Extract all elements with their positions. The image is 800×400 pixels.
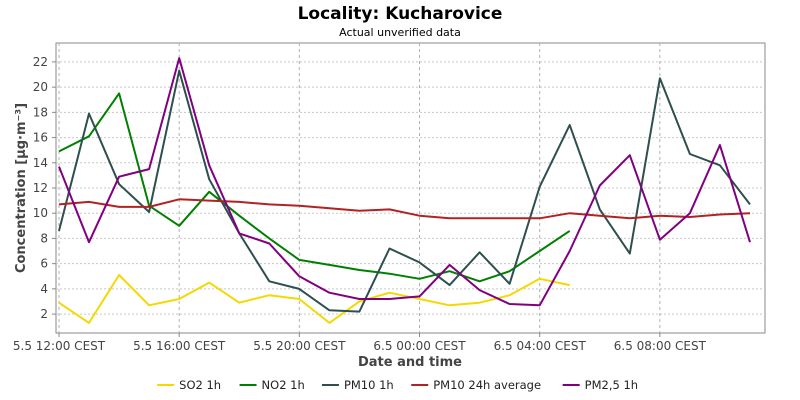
x-axis-label: Date and time [358,355,462,370]
y-tick-label: 16 [33,131,48,145]
y-tick-label: 2 [40,307,48,321]
y-tick-label: 10 [33,206,48,220]
x-tick-label: 6.5 08:00 CEST [614,339,707,353]
x-tick-label: 6.5 00:00 CEST [373,339,466,353]
legend-label: PM2,5 1h [585,378,638,392]
chart-title: Locality: Kucharovice [298,4,503,24]
legend-label: NO2 1h [262,378,305,392]
y-axis-label: Concentration [µg·m⁻³] [14,103,29,273]
legend-label: PM10 1h [344,378,394,392]
y-tick-label: 4 [40,282,48,296]
series-lines [58,57,751,324]
legend: SO2 1h NO2 1h PM10 1h PM10 24h average PM2,5… [157,378,638,392]
x-tick-label: 5.5 12:00 CEST [13,339,106,353]
y-tick-label: 14 [33,156,48,170]
legend-label: SO2 1h [179,378,221,392]
y-tick-label: 6 [40,257,48,271]
series-line-3 [58,198,751,220]
y-tick-label: 18 [33,105,48,119]
x-tick-label: 6.5 04:00 CEST [494,339,587,353]
y-tick-label: 20 [33,80,48,94]
legend-label: PM10 24h average [433,378,541,392]
series-line-0 [58,274,570,324]
x-tick-label: 5.5 20:00 CEST [253,339,346,353]
axis-ticks: 2 4 6 8 10 12 14 16 18 20 22 5.5 12:00 CEST 5.5 16:0… [13,55,707,353]
series-line-2 [58,69,751,313]
series-line-1 [58,92,571,283]
x-tick-label: 5.5 16:00 CEST [133,339,226,353]
y-tick-label: 8 [40,231,48,245]
series-line-4 [58,57,751,307]
y-tick-label: 22 [33,55,48,69]
y-tick-label: 12 [33,181,48,195]
chart-subtitle: Actual unverified data [339,26,461,39]
